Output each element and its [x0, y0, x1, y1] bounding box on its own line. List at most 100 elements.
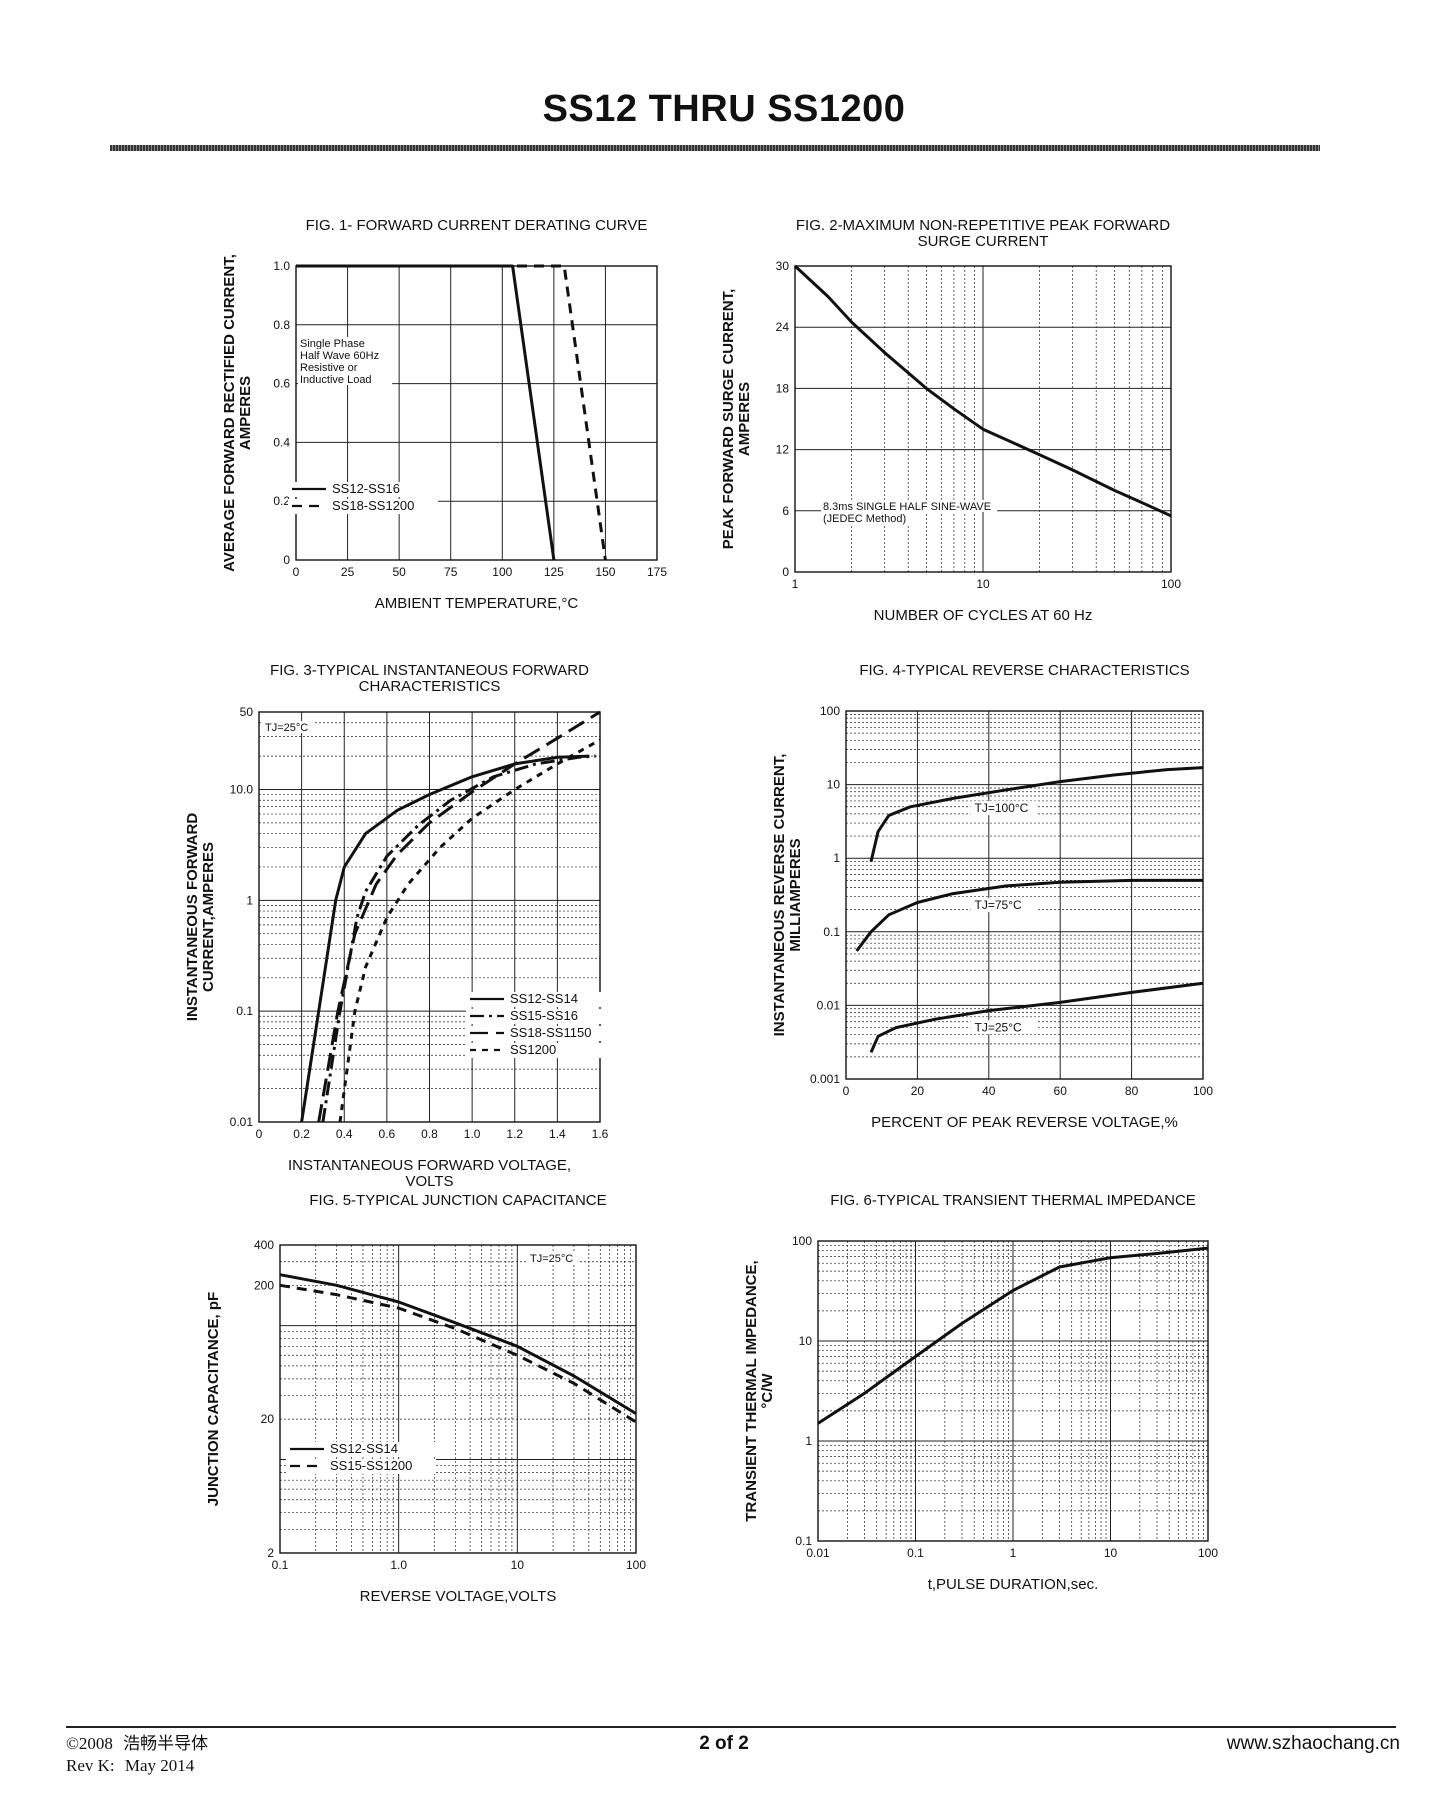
y-axis-label: TRANSIENT THERMAL IMPEDANCE,: [743, 1260, 760, 1521]
y-tick-label: 0.4: [273, 435, 290, 449]
y-axis-label: INSTANTANEOUS FORWARD: [184, 813, 201, 1021]
x-tick-label: 100: [626, 1558, 646, 1572]
annotation-text: Resistive or: [300, 362, 358, 374]
x-tick-label: 25: [341, 565, 355, 579]
x-tick-label: 100: [492, 565, 512, 579]
curve-label-bg: [970, 898, 1037, 913]
annotation-text: Single Phase: [300, 338, 365, 350]
chart-title: FIG. 4-TYPICAL REVERSE CHARACTERISTICS: [859, 662, 1189, 679]
x-axis-label: REVERSE VOLTAGE,VOLTS: [360, 1588, 557, 1605]
legend: SS12-SS14 SS15-SS16 SS18-SS1150 SS1200: [466, 991, 616, 1058]
chart-fig6-transient-thermal-impedance: FIG. 6-TYPICAL TRANSIENT THERMAL IMPEDAN…: [743, 1192, 1218, 1593]
x-tick-label: 0: [256, 1127, 263, 1141]
x-tick-label: 1.0: [390, 1558, 407, 1572]
series-line-4: [338, 738, 601, 1123]
y-tick-label: 100: [792, 1234, 812, 1248]
x-tick-label: 10: [511, 1558, 525, 1572]
chart-subtitle: CHARACTERISTICS: [359, 678, 501, 695]
y-tick-label: 0.6: [273, 377, 290, 391]
y-tick-label: 30: [776, 259, 790, 273]
x-tick-label: 1.0: [464, 1127, 481, 1141]
curve-label: TJ=25°C: [975, 1020, 1022, 1034]
grid: [845, 710, 1204, 1080]
annotation-text: (JEDEC Method): [823, 513, 906, 525]
chart-title: FIG. 5-TYPICAL JUNCTION CAPACITANCE: [309, 1192, 606, 1209]
x-axis-label: AMBIENT TEMPERATURE,°C: [375, 595, 579, 612]
x-tick-label: 1: [1010, 1546, 1017, 1560]
x-tick-label: 1.2: [506, 1127, 523, 1141]
y-tick-label: 50: [240, 705, 254, 719]
y-tick-label: 200: [254, 1278, 274, 1292]
chart-fig3-forward-characteristics: FIG. 3-TYPICAL INSTANTANEOUS FORWARDCHAR…: [184, 662, 616, 1190]
x-tick-label: 0: [293, 565, 300, 579]
chart-fig4-reverse-characteristics: FIG. 4-TYPICAL REVERSE CHARACTERISTICS 0 2…: [771, 662, 1213, 1131]
chart-fig2-peak-surge-current: FIG. 2-MAXIMUM NON-REPETITIVE PEAK FORWA…: [720, 217, 1181, 624]
y-tick-label: 0.01: [230, 1115, 254, 1129]
y-axis-label-line2: AMPERES: [237, 376, 254, 450]
x-tick-label: 1.6: [592, 1127, 609, 1141]
x-tick-label: 0.8: [421, 1127, 438, 1141]
x-axis-label: INSTANTANEOUS FORWARD VOLTAGE,: [288, 1157, 571, 1174]
chart-subtitle: SURGE CURRENT: [918, 233, 1049, 250]
annotation-bg: [298, 361, 380, 373]
annotation-bg: [821, 500, 998, 512]
footer-date: May 2014: [124, 1756, 195, 1775]
legend-bg: [466, 992, 616, 1007]
series-line-2: [321, 754, 596, 1123]
annotation-text: Half Wave 60Hz: [300, 350, 379, 362]
footer-left: ©2008 浩畅半导体 Rev K: May 2014: [66, 1733, 208, 1777]
y-tick-label: 10: [827, 778, 841, 792]
series-line-3: [869, 981, 1204, 1054]
y-tick-label: 1: [805, 1434, 812, 1448]
curve-label: TJ=75°C: [975, 898, 1022, 912]
x-tick-label: 0: [843, 1084, 850, 1098]
annotation-bg: [821, 512, 916, 524]
plot-frame: [258, 711, 601, 1123]
legend-entry: SS12-SS16: [332, 481, 400, 496]
x-tick-label: 0.6: [379, 1127, 396, 1141]
x-tick-label: 175: [647, 565, 667, 579]
x-tick-label: 1: [792, 577, 799, 591]
y-tick-label: 1: [833, 851, 840, 865]
annotation-text: TJ=25°C: [530, 1253, 573, 1265]
legend-entry: SS1200: [510, 1042, 556, 1057]
legend-bg: [288, 482, 438, 497]
y-axis-label: JUNCTION CAPACITANCE, pF: [205, 1292, 222, 1506]
chart-fig5-junction-capacitance: FIG. 5-TYPICAL JUNCTION CAPACITANCE 0.1 1.…: [205, 1192, 646, 1605]
footer-page-number: 2 of 2: [699, 1733, 749, 1754]
series-line-1: [296, 264, 556, 561]
y-tick-label: 0.001: [810, 1072, 840, 1086]
annotation-text: Inductive Load: [300, 374, 372, 386]
annotation-text: 8.3ms SINGLE HALF SINE-WAVE: [823, 501, 991, 513]
x-axis-label-line2: VOLTS: [405, 1173, 453, 1190]
plot-frame: [279, 1244, 637, 1554]
x-tick-label: 100: [1193, 1084, 1213, 1098]
y-tick-label: 6: [782, 504, 789, 518]
footer-divider: [66, 1726, 1396, 1728]
x-tick-label: 20: [911, 1084, 925, 1098]
x-axis-label: PERCENT OF PEAK REVERSE VOLTAGE,%: [871, 1114, 1178, 1131]
y-tick-label: 1.0: [273, 259, 290, 273]
annotation-bg: [298, 373, 393, 385]
y-tick-label: 0.2: [273, 494, 290, 508]
x-tick-label: 1.4: [549, 1127, 566, 1141]
x-tick-label: 40: [982, 1084, 996, 1098]
y-tick-label: 2: [267, 1546, 274, 1560]
x-tick-label: 125: [544, 565, 564, 579]
annotation-bg: [298, 337, 380, 349]
footer-revision: Rev K:: [66, 1756, 115, 1775]
chart-title: FIG. 1- FORWARD CURRENT DERATING CURVE: [306, 217, 648, 234]
annotation-bg: [298, 349, 393, 361]
y-tick-label: 0.1: [236, 1004, 253, 1018]
x-tick-label: 100: [1161, 577, 1181, 591]
series-line-1: [869, 766, 1204, 862]
x-tick-label: 0.1: [907, 1546, 924, 1560]
legend-entry: SS18-SS1150: [510, 1025, 591, 1040]
y-axis-label-line2: AMPERES: [736, 382, 753, 456]
y-tick-label: 0.8: [273, 318, 290, 332]
y-axis-label-line2: MILLIAMPERES: [787, 838, 804, 951]
plot-frame: [845, 710, 1204, 1080]
grid: [295, 265, 658, 561]
legend-bg: [466, 1043, 616, 1058]
chart-fig1-forward-current-derating: FIG. 1- FORWARD CURRENT DERATING CURVE 0 2…: [221, 217, 667, 612]
